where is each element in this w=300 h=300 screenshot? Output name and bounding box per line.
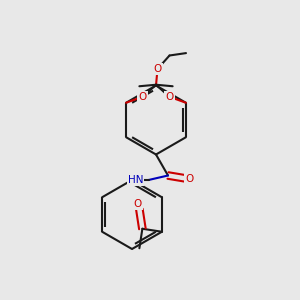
Text: O: O	[139, 92, 147, 102]
Text: O: O	[134, 200, 142, 209]
Text: HN: HN	[128, 175, 143, 185]
Text: O: O	[185, 173, 194, 184]
Text: O: O	[165, 92, 173, 102]
Text: O: O	[153, 64, 162, 74]
Text: HN: HN	[128, 175, 143, 185]
Text: O: O	[185, 173, 194, 184]
Text: O: O	[165, 92, 173, 102]
Text: O: O	[153, 64, 162, 74]
Text: O: O	[139, 92, 147, 102]
